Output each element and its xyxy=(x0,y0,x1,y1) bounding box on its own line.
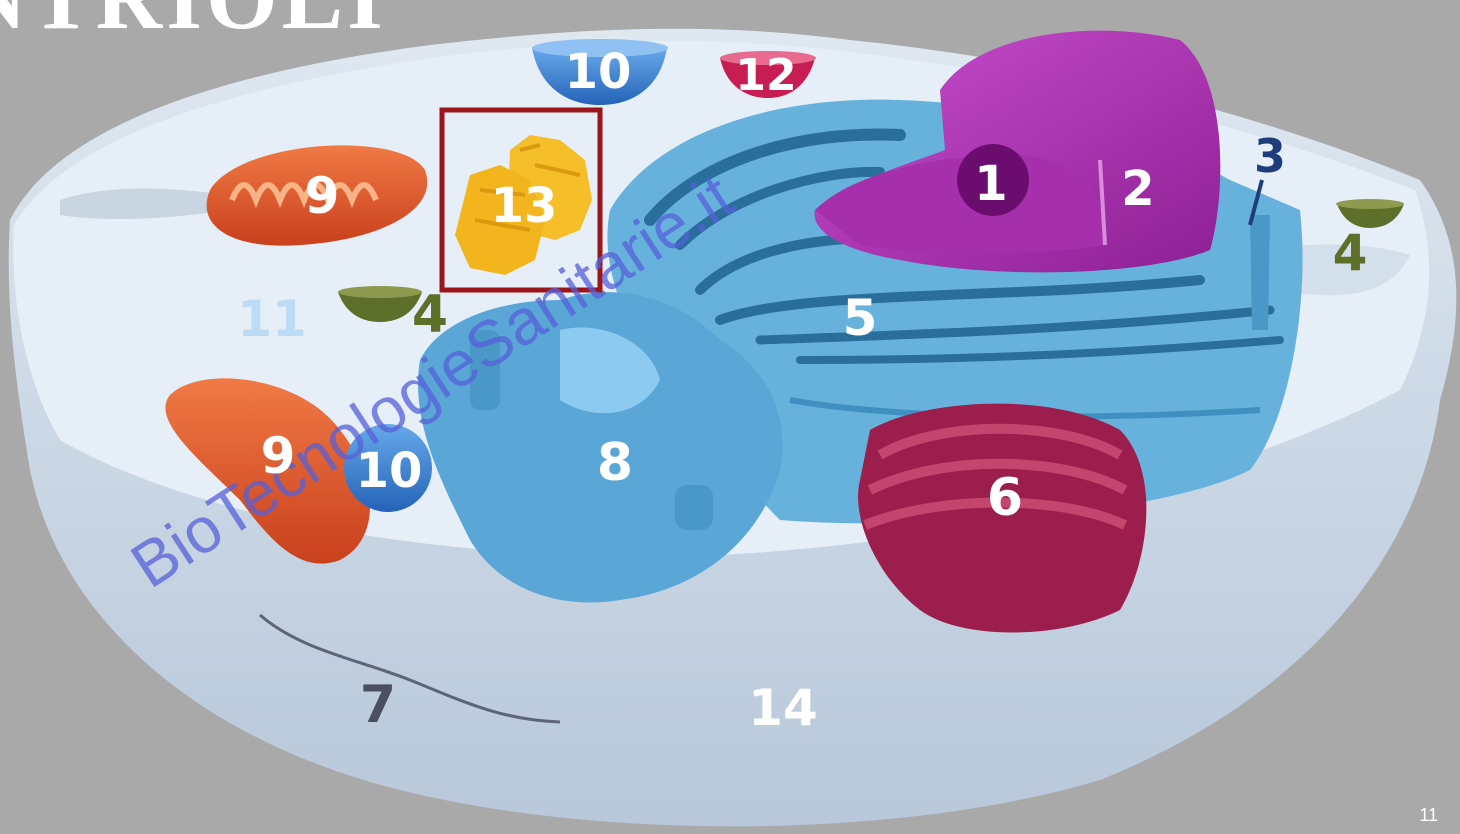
label-centriole: 13 xyxy=(491,178,558,234)
label-mitochondrion-bottom: 9 xyxy=(261,427,296,485)
label-vacuole-top: 10 xyxy=(565,44,632,100)
vesicle-left xyxy=(338,292,422,322)
label-vacuole-bottom: 10 xyxy=(356,443,423,499)
lysosome xyxy=(720,58,815,98)
vesicle-right xyxy=(1337,204,1404,228)
cytoskeleton-filament xyxy=(259,613,561,724)
nucleolus xyxy=(957,144,1029,216)
ribosome-pointer xyxy=(1248,179,1264,226)
slide-title: NTRIOLI xyxy=(0,0,387,50)
smooth-er xyxy=(418,292,783,603)
highlight-box xyxy=(439,107,603,293)
page-number: 11 xyxy=(1419,805,1438,825)
label-mitochondrion-top: 9 xyxy=(305,167,340,225)
mitochondrion-bottom xyxy=(165,378,370,564)
label-rough-er: 5 xyxy=(843,289,878,347)
label-golgi: 6 xyxy=(987,468,1023,528)
label-vesicle-right: 4 xyxy=(1333,224,1368,282)
centriole xyxy=(455,135,592,275)
label-vesicle-left: 4 xyxy=(412,285,448,345)
label-nucleus: 2 xyxy=(1121,161,1154,217)
label-lysosome: 12 xyxy=(735,50,796,101)
nucleus xyxy=(814,30,1221,273)
label-smooth-er: 8 xyxy=(597,433,633,493)
vacuole-top xyxy=(532,48,667,105)
mitochondrion-top xyxy=(206,145,428,246)
label-cytosol: 11 xyxy=(237,290,307,348)
label-cell-membrane: 14 xyxy=(748,679,818,737)
label-nucleolus: 1 xyxy=(974,156,1007,212)
label-ribosome: 3 xyxy=(1254,129,1286,183)
golgi-apparatus xyxy=(858,403,1147,633)
label-cytoskeleton: 7 xyxy=(360,675,396,735)
vacuole-bottom xyxy=(344,424,432,512)
